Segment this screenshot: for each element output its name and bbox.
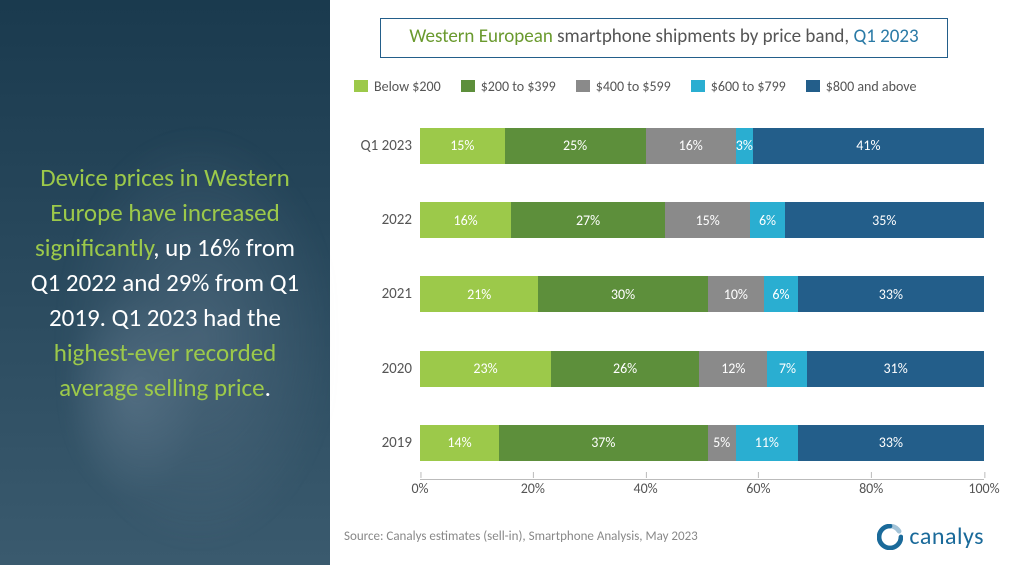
canalys-wordmark: canalys [909, 522, 984, 551]
bar-segment: 5% [708, 425, 736, 461]
y-axis-label: 2019 [344, 434, 412, 452]
bar-segment: 21% [420, 276, 538, 312]
left-commentary-panel: Device prices in Western Europe have inc… [0, 0, 330, 565]
bar-segment: 6% [750, 202, 784, 238]
bar-row: 201914%37%5%11%33% [420, 406, 984, 480]
stacked-bar: 21%30%10%6%33% [420, 276, 984, 312]
bar-segment: 31% [807, 351, 984, 387]
y-axis-label: 2020 [344, 360, 412, 378]
x-tick: 60% [746, 480, 770, 497]
bar-segment: 35% [785, 202, 984, 238]
bar-segment: 37% [499, 425, 708, 461]
legend-label: Below $200 [374, 78, 441, 95]
stacked-bar: 14%37%5%11%33% [420, 425, 984, 461]
legend-item: $600 to $799 [691, 78, 786, 95]
bar-row: 202121%30%10%6%33% [420, 257, 984, 331]
bar-segment: 33% [798, 276, 984, 312]
y-axis-label: 2022 [344, 211, 412, 229]
bars-container: Q1 202315%25%16%3%41%202216%27%15%6%35%2… [420, 109, 984, 480]
bar-segment: 26% [551, 351, 699, 387]
x-tick: 100% [968, 480, 999, 497]
legend-swatch [354, 80, 368, 92]
legend-label: $400 to $599 [596, 78, 671, 95]
bar-segment: 3% [736, 128, 753, 164]
chart-panel: Western European smartphone shipments by… [330, 0, 1012, 565]
legend-swatch [461, 80, 475, 92]
y-axis-label: Q1 2023 [344, 137, 412, 155]
stacked-bar: 16%27%15%6%35% [420, 202, 984, 238]
bar-segment: 23% [420, 351, 551, 387]
bar-row: 202216%27%15%6%35% [420, 183, 984, 257]
bar-segment: 15% [665, 202, 750, 238]
chart-area: Q1 202315%25%16%3%41%202216%27%15%6%35%2… [344, 109, 984, 512]
x-tick: 0% [411, 480, 428, 497]
commentary-text: Device prices in Western Europe have inc… [22, 160, 308, 405]
x-axis: 0%20%40%60%80%100% [420, 480, 984, 512]
bar-segment: 11% [736, 425, 798, 461]
chart-legend: Below $200 $200 to $399 $400 to $599 $600 t… [354, 78, 984, 95]
stacked-bar: 15%25%16%3%41% [420, 128, 984, 164]
legend-swatch [806, 80, 820, 92]
legend-item: $400 to $599 [576, 78, 671, 95]
x-tick: 40% [633, 480, 657, 497]
bar-row: 202023%26%12%7%31% [420, 332, 984, 406]
bar-segment: 6% [764, 276, 798, 312]
bar-segment: 15% [420, 128, 505, 164]
chart-title: Western European smartphone shipments by… [380, 18, 947, 58]
bar-segment: 27% [511, 202, 665, 238]
stacked-bar: 23%26%12%7%31% [420, 351, 984, 387]
x-tick: 80% [859, 480, 883, 497]
bar-segment: 12% [699, 351, 767, 387]
bar-row: Q1 202315%25%16%3%41% [420, 109, 984, 183]
legend-label: $200 to $399 [481, 78, 556, 95]
legend-label: $600 to $799 [711, 78, 786, 95]
y-axis-label: 2021 [344, 285, 412, 303]
bar-segment: 25% [505, 128, 646, 164]
bar-segment: 14% [420, 425, 499, 461]
legend-item: $200 to $399 [461, 78, 556, 95]
bar-segment: 16% [420, 202, 511, 238]
bar-segment: 10% [708, 276, 764, 312]
legend-swatch [576, 80, 590, 92]
bar-segment: 7% [767, 351, 807, 387]
chart-footer: Source: Canalys estimates (sell-in), Sma… [344, 522, 984, 551]
legend-item: $800 and above [806, 78, 917, 95]
canalys-logo: canalys [877, 522, 984, 551]
x-tick: 20% [521, 480, 545, 497]
bar-segment: 41% [753, 128, 984, 164]
bar-segment: 16% [646, 128, 736, 164]
bar-segment: 30% [538, 276, 707, 312]
legend-label: $800 and above [826, 78, 917, 95]
legend-item: Below $200 [354, 78, 441, 95]
source-text: Source: Canalys estimates (sell-in), Sma… [344, 529, 698, 544]
bar-segment: 33% [798, 425, 984, 461]
canalys-icon [877, 524, 903, 550]
legend-swatch [691, 80, 705, 92]
